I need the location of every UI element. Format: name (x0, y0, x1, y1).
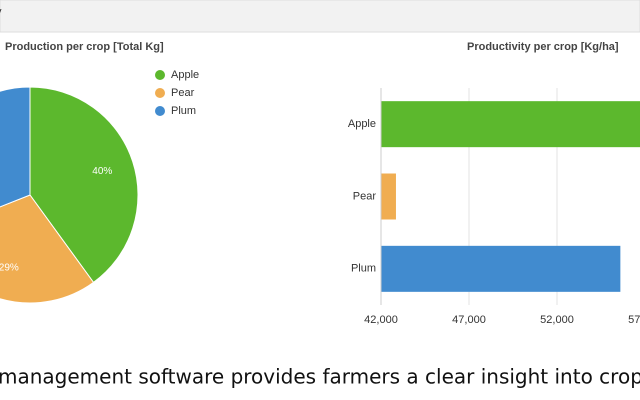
bar (381, 245, 621, 292)
x-tick-label: 52,000 (540, 314, 574, 326)
pie-label: 40% (92, 166, 112, 177)
header-bar (0, 0, 640, 33)
x-tick-label: 47,000 (452, 314, 486, 326)
x-tick-label: 42,000 (364, 314, 398, 326)
pie-label: 29% (0, 263, 19, 274)
legend-marker (155, 106, 165, 116)
y-tick-label: Plum (351, 263, 376, 275)
legend-label: Pear (171, 87, 195, 99)
bar (381, 173, 396, 220)
legend-marker (155, 70, 165, 80)
caption: management software provides farmers a c… (0, 365, 640, 389)
pie-slice (29, 86, 139, 284)
x-tick-label: 57,000 (628, 314, 640, 326)
legend-marker (155, 88, 165, 98)
legend-label: Plum (171, 105, 196, 117)
y-tick-label: Pear (353, 190, 377, 202)
pie-slice (0, 86, 31, 208)
pie-slice (0, 194, 95, 304)
pie-title: Production per crop [Total Kg] (5, 41, 164, 53)
legend-label: Apple (171, 69, 199, 81)
bar (381, 101, 640, 148)
y-tick-label: Apple (348, 118, 376, 130)
header-title: y (0, 6, 2, 18)
bar-title: Productivity per crop [Kg/ha] (467, 41, 619, 53)
